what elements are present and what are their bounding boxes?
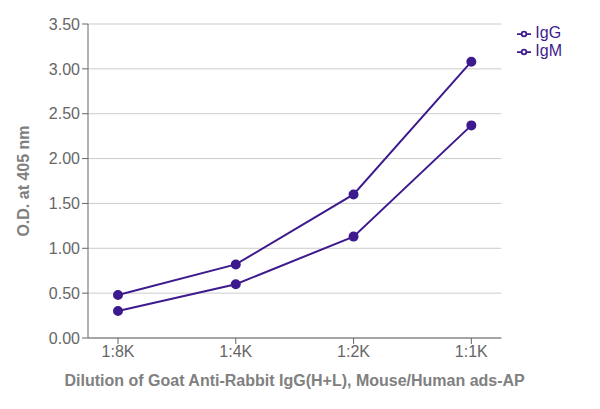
svg-text:0.00: 0.00	[49, 330, 80, 347]
html-text:IgM: IgM	[535, 42, 562, 59]
svg-text:2.00: 2.00	[49, 150, 80, 167]
svg-text:3.50: 3.50	[49, 16, 80, 33]
svg-text:1.50: 1.50	[49, 195, 80, 212]
svg-text:2.50: 2.50	[49, 105, 80, 122]
svg-text:1.00: 1.00	[49, 240, 80, 257]
svg-text:1:4K: 1:4K	[219, 343, 252, 360]
svg-text:1:2K: 1:2K	[337, 343, 370, 360]
svg-text:Dilution of Goat Anti-Rabbit I: Dilution of Goat Anti-Rabbit IgG(H+L), M…	[65, 372, 526, 389]
svg-text:0.50: 0.50	[49, 285, 80, 302]
svg-text:1:8K: 1:8K	[102, 343, 135, 360]
html-text:IgG: IgG	[535, 24, 562, 41]
svg-text:O.D. at 405 nm: O.D. at 405 nm	[15, 125, 32, 236]
svg-text:1:1K: 1:1K	[455, 343, 488, 360]
svg-text:3.00: 3.00	[49, 61, 80, 78]
